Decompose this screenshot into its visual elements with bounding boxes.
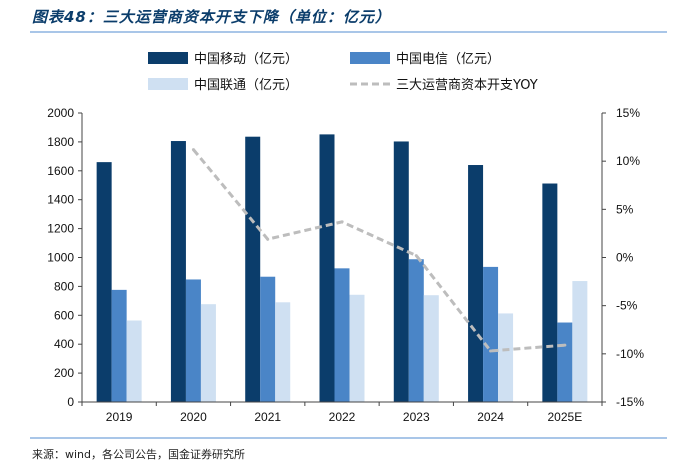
bar-s0-2025E [542,183,558,402]
yoy-line [191,148,567,353]
source-note: 来源：wind，各公司公告，国金证券研究所 [32,448,246,461]
yoy-point-2021 [266,237,270,241]
x-tick-label: 2020 [180,410,207,424]
legend-swatch-s2 [148,78,188,90]
chart-title: 图表48：三大运营商资本开支下降（单位：亿元） [32,8,391,26]
bar-s2-2021 [275,302,291,402]
yoy-point-2022 [340,220,344,224]
bar-s2-2022 [349,294,365,402]
legend-label-s2: 中国联通（亿元） [194,78,298,93]
right-tick-label: 15% [616,106,640,120]
left-tick-label: 200 [54,366,74,380]
x-tick-label: 2019 [106,410,133,424]
legend-swatch-s1 [350,52,390,64]
x-tick-label: 2022 [329,410,356,424]
bar-s2-2025E [572,281,588,402]
bar-s0-2020 [170,141,186,402]
x-tick-label: 2023 [403,410,430,424]
yoy-point-2023 [414,254,418,258]
left-tick-label: 1400 [47,193,74,207]
legend-label-s3: 三大运营商资本开支YOY [396,78,538,93]
left-tick-label: 1200 [47,222,74,236]
yoy-point-2024 [489,349,493,353]
left-tick-label: 1000 [47,251,74,265]
yoy-point-2020 [191,148,195,152]
bar-s0-2022 [319,134,335,403]
yoy-point-2025E [563,343,567,347]
x-axis: 2019 2020 2021 2022 2023 2024 2025E [81,401,603,424]
legend-label-s0: 中国移动（亿元） [194,52,298,67]
bar-s0-2021 [245,136,261,402]
right-tick-label: -15% [616,395,644,409]
left-tick-label: 1800 [47,135,74,149]
legend-swatch-s0 [148,52,188,64]
footer-divider [30,437,667,439]
yoy-line-path [192,148,565,353]
bar-s0-2019 [96,162,112,402]
legend: 中国移动（亿元） 中国电信（亿元） 中国联通（亿元） 三大运营商资本开支YOY [148,52,538,93]
left-tick-label: 600 [54,308,74,322]
right-tick-label: 0% [616,251,634,265]
right-tick-label: -10% [616,347,644,361]
left-tick-label: 800 [54,279,74,293]
bars [96,134,588,403]
bar-s1-2024 [483,266,499,402]
bar-s2-2020 [200,304,216,402]
right-tick-label: -5% [616,299,638,313]
bar-s1-2023 [408,259,424,402]
bar-s1-2022 [334,268,350,402]
legend-label-s1: 中国电信（亿元） [396,52,500,67]
left-tick-label: 0 [67,395,74,409]
right-tick-label: 5% [616,202,634,216]
bar-s2-2019 [126,320,142,402]
bar-s1-2020 [185,279,201,402]
bar-s2-2024 [498,313,514,402]
right-tick-label: 10% [616,154,640,168]
x-tick-label: 2025E [548,410,583,424]
x-tick-label: 2021 [254,410,281,424]
bar-s0-2023 [393,141,409,403]
bar-s1-2021 [260,276,276,402]
right-y-axis: -15% -10% -5% 0% 5% 10% 15% [601,106,644,409]
x-tick-label: 2024 [477,410,504,424]
left-tick-label: 400 [54,337,74,351]
bar-s0-2024 [468,165,484,402]
title-divider [30,31,667,33]
bar-s2-2023 [423,295,439,402]
left-y-axis: 0 200 400 600 800 1000 1200 1400 1600 1800 2000 [47,106,83,409]
bar-s1-2019 [111,289,127,402]
bar-s1-2025E [557,322,573,402]
left-tick-label: 1600 [47,164,74,178]
left-tick-label: 2000 [47,106,74,120]
